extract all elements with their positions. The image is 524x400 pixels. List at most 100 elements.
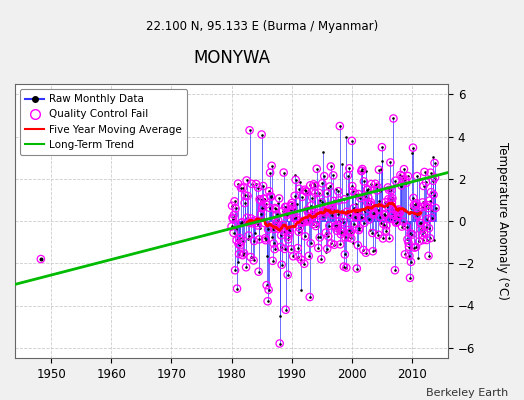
Point bbox=[409, 144, 417, 151]
Point bbox=[364, 194, 373, 201]
Point bbox=[263, 282, 271, 288]
Point bbox=[418, 199, 427, 206]
Point bbox=[369, 248, 377, 254]
Point bbox=[297, 256, 305, 263]
Point bbox=[279, 222, 287, 228]
Point bbox=[395, 206, 403, 213]
Point bbox=[269, 240, 278, 247]
Point bbox=[290, 215, 298, 221]
Point bbox=[341, 251, 349, 258]
Point bbox=[235, 251, 243, 257]
Point bbox=[237, 238, 246, 244]
Point bbox=[307, 202, 315, 209]
Point bbox=[428, 154, 436, 160]
Point bbox=[355, 225, 364, 231]
Point bbox=[315, 210, 323, 216]
Point bbox=[286, 207, 294, 214]
Point bbox=[337, 228, 345, 235]
Point bbox=[387, 187, 396, 194]
Point bbox=[258, 204, 267, 210]
Point bbox=[424, 205, 432, 211]
Point bbox=[319, 149, 327, 155]
Point bbox=[327, 240, 335, 247]
Point bbox=[293, 245, 302, 251]
Point bbox=[346, 211, 354, 218]
Point bbox=[243, 193, 252, 199]
Point bbox=[356, 210, 364, 216]
Point bbox=[380, 211, 389, 217]
Point bbox=[399, 176, 407, 182]
Point bbox=[422, 237, 431, 243]
Point bbox=[316, 197, 324, 204]
Point bbox=[320, 208, 328, 214]
Point bbox=[313, 210, 321, 216]
Point bbox=[236, 220, 245, 226]
Point bbox=[269, 240, 278, 247]
Point bbox=[328, 212, 336, 218]
Point bbox=[239, 218, 248, 224]
Point bbox=[233, 258, 242, 265]
Point bbox=[346, 211, 354, 218]
Point bbox=[306, 182, 314, 188]
Point bbox=[335, 218, 344, 224]
Point bbox=[370, 210, 378, 217]
Point bbox=[420, 169, 429, 175]
Point bbox=[431, 174, 439, 181]
Point bbox=[263, 253, 271, 260]
Point bbox=[360, 220, 368, 226]
Point bbox=[293, 201, 301, 207]
Point bbox=[355, 227, 363, 233]
Point bbox=[287, 202, 295, 209]
Point bbox=[247, 181, 256, 187]
Point bbox=[294, 228, 303, 235]
Point bbox=[348, 183, 356, 189]
Point bbox=[423, 216, 431, 222]
Point bbox=[315, 210, 323, 216]
Point bbox=[330, 242, 339, 248]
Point bbox=[230, 212, 238, 218]
Point bbox=[321, 209, 329, 216]
Point bbox=[311, 190, 320, 196]
Point bbox=[379, 221, 388, 227]
Point bbox=[431, 174, 439, 181]
Point bbox=[384, 184, 392, 191]
Point bbox=[248, 218, 257, 225]
Point bbox=[337, 228, 345, 235]
Point bbox=[327, 240, 335, 247]
Point bbox=[300, 260, 309, 267]
Point bbox=[317, 256, 325, 262]
Point bbox=[366, 227, 374, 234]
Point bbox=[409, 195, 418, 201]
Point bbox=[381, 212, 389, 218]
Point bbox=[361, 193, 369, 200]
Point bbox=[254, 184, 263, 191]
Point bbox=[267, 194, 275, 200]
Point bbox=[413, 173, 421, 179]
Point bbox=[412, 200, 421, 206]
Point bbox=[424, 253, 433, 259]
Point bbox=[266, 205, 274, 211]
Point bbox=[294, 253, 302, 260]
Point bbox=[329, 206, 337, 212]
Point bbox=[236, 242, 244, 248]
Point bbox=[314, 190, 323, 196]
Point bbox=[335, 123, 344, 129]
Point bbox=[420, 229, 428, 236]
Point bbox=[410, 202, 418, 208]
Point bbox=[265, 287, 273, 293]
Point bbox=[356, 195, 365, 201]
Point bbox=[311, 190, 320, 196]
Point bbox=[427, 189, 435, 195]
Point bbox=[280, 228, 288, 235]
Point bbox=[373, 184, 381, 190]
Point bbox=[370, 209, 378, 215]
Point bbox=[404, 173, 412, 179]
Point bbox=[245, 127, 254, 134]
Point bbox=[428, 214, 436, 221]
Point bbox=[246, 218, 254, 225]
Point bbox=[418, 232, 426, 238]
Point bbox=[253, 194, 261, 201]
Point bbox=[320, 173, 329, 179]
Point bbox=[429, 192, 438, 198]
Point bbox=[287, 246, 296, 252]
